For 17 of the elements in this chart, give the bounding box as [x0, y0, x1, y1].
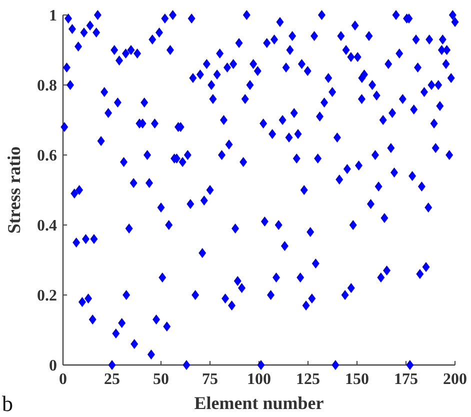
x-tick-label: 150 — [345, 371, 369, 388]
text: b — [2, 391, 13, 416]
y-tick-label: 1 — [49, 8, 57, 25]
x-tick-label: 75 — [202, 371, 218, 388]
y-tick-label: 0.4 — [37, 218, 57, 235]
x-tick-label: 125 — [296, 371, 320, 388]
x-tick-label: 175 — [394, 371, 418, 388]
y-tick-label: 0.8 — [37, 78, 57, 95]
y-tick-label: 0 — [49, 358, 57, 375]
x-tick-label: 200 — [443, 371, 467, 388]
y-axis-title: Stress ratio — [4, 146, 24, 234]
y-tick-label: 0.6 — [37, 148, 57, 165]
x-tick-label: 25 — [104, 371, 120, 388]
x-tick-label: 100 — [247, 371, 271, 388]
x-tick-label: 50 — [153, 371, 169, 388]
x-axis-title: Element number — [194, 393, 324, 413]
y-tick-label: 0.2 — [37, 288, 57, 305]
